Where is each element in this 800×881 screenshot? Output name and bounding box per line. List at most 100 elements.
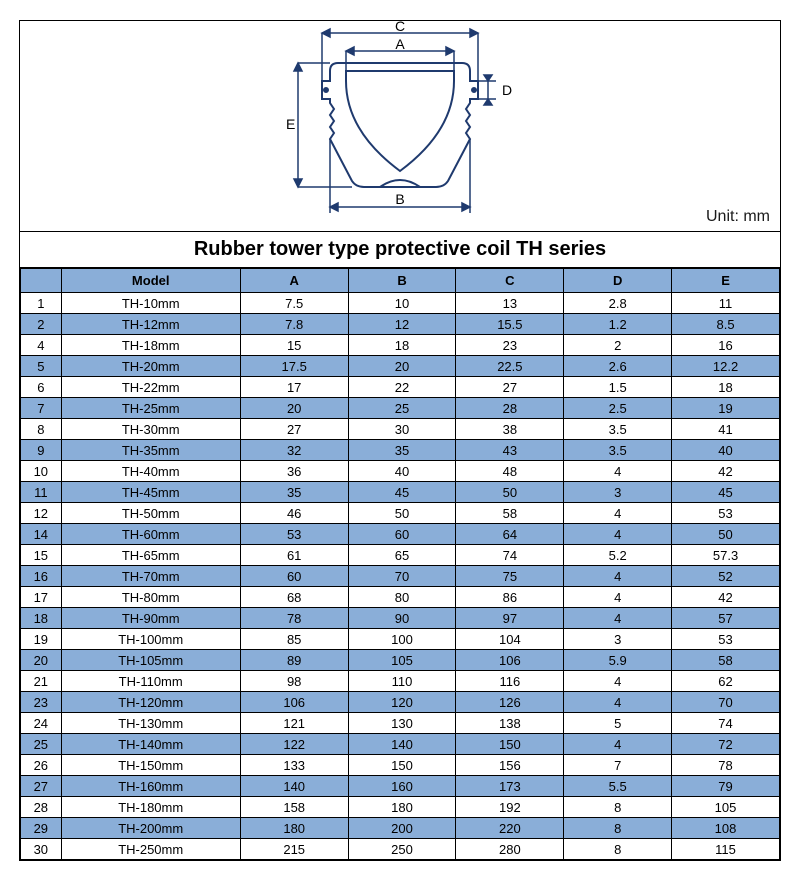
col-header-c: C — [456, 269, 564, 293]
cell-a: 32 — [240, 440, 348, 461]
cell-c: 38 — [456, 419, 564, 440]
cell-b: 105 — [348, 650, 456, 671]
cell-idx: 9 — [21, 440, 62, 461]
cell-b: 65 — [348, 545, 456, 566]
cell-e: 58 — [672, 650, 780, 671]
table-row: 27TH-160mm1401601735.579 — [21, 776, 780, 797]
cell-a: 215 — [240, 839, 348, 860]
cell-c: 64 — [456, 524, 564, 545]
cell-model: TH-40mm — [61, 461, 240, 482]
cell-a: 180 — [240, 818, 348, 839]
cell-b: 110 — [348, 671, 456, 692]
cell-d: 4 — [564, 734, 672, 755]
cell-idx: 16 — [21, 566, 62, 587]
cell-c: 126 — [456, 692, 564, 713]
table-row: 10TH-40mm364048442 — [21, 461, 780, 482]
table-body: 1TH-10mm7.510132.8112TH-12mm7.81215.51.2… — [21, 293, 780, 860]
cell-model: TH-200mm — [61, 818, 240, 839]
table-row: 14TH-60mm536064450 — [21, 524, 780, 545]
cell-e: 19 — [672, 398, 780, 419]
cell-c: 104 — [456, 629, 564, 650]
cell-b: 130 — [348, 713, 456, 734]
table-row: 9TH-35mm3235433.540 — [21, 440, 780, 461]
table-row: 8TH-30mm2730383.541 — [21, 419, 780, 440]
cell-b: 80 — [348, 587, 456, 608]
cell-a: 61 — [240, 545, 348, 566]
cell-c: 58 — [456, 503, 564, 524]
cell-b: 120 — [348, 692, 456, 713]
cell-b: 18 — [348, 335, 456, 356]
cell-c: 116 — [456, 671, 564, 692]
table-row: 6TH-22mm1722271.518 — [21, 377, 780, 398]
cell-model: TH-105mm — [61, 650, 240, 671]
cell-model: TH-70mm — [61, 566, 240, 587]
cell-b: 40 — [348, 461, 456, 482]
cell-idx: 29 — [21, 818, 62, 839]
cell-a: 20 — [240, 398, 348, 419]
table-row: 16TH-70mm607075452 — [21, 566, 780, 587]
cell-idx: 20 — [21, 650, 62, 671]
col-header-model: Model — [61, 269, 240, 293]
cell-model: TH-150mm — [61, 755, 240, 776]
cell-idx: 25 — [21, 734, 62, 755]
cell-c: 97 — [456, 608, 564, 629]
cell-a: 140 — [240, 776, 348, 797]
cell-e: 42 — [672, 587, 780, 608]
cell-a: 15 — [240, 335, 348, 356]
cell-b: 90 — [348, 608, 456, 629]
cell-e: 70 — [672, 692, 780, 713]
dim-label-d: D — [502, 82, 512, 98]
cell-idx: 23 — [21, 692, 62, 713]
cell-b: 200 — [348, 818, 456, 839]
cell-model: TH-65mm — [61, 545, 240, 566]
cell-c: 28 — [456, 398, 564, 419]
cell-b: 50 — [348, 503, 456, 524]
table-row: 26TH-150mm133150156778 — [21, 755, 780, 776]
cell-model: TH-18mm — [61, 335, 240, 356]
cross-section-diagram: C A D — [220, 21, 580, 221]
cell-model: TH-35mm — [61, 440, 240, 461]
table-row: 25TH-140mm122140150472 — [21, 734, 780, 755]
cell-e: 62 — [672, 671, 780, 692]
cell-idx: 2 — [21, 314, 62, 335]
table-row: 29TH-200mm1802002208108 — [21, 818, 780, 839]
cell-e: 8.5 — [672, 314, 780, 335]
cell-model: TH-250mm — [61, 839, 240, 860]
cell-e: 72 — [672, 734, 780, 755]
cell-e: 50 — [672, 524, 780, 545]
cell-e: 57 — [672, 608, 780, 629]
cell-d: 4 — [564, 587, 672, 608]
cell-c: 43 — [456, 440, 564, 461]
cell-a: 35 — [240, 482, 348, 503]
cell-b: 140 — [348, 734, 456, 755]
table-row: 19TH-100mm85100104353 — [21, 629, 780, 650]
cell-a: 7.5 — [240, 293, 348, 314]
cell-e: 78 — [672, 755, 780, 776]
table-row: 15TH-65mm6165745.257.3 — [21, 545, 780, 566]
cell-a: 60 — [240, 566, 348, 587]
cell-e: 16 — [672, 335, 780, 356]
cell-e: 108 — [672, 818, 780, 839]
cell-b: 20 — [348, 356, 456, 377]
cell-model: TH-160mm — [61, 776, 240, 797]
cell-c: 280 — [456, 839, 564, 860]
cell-d: 5.5 — [564, 776, 672, 797]
cell-c: 173 — [456, 776, 564, 797]
cell-idx: 19 — [21, 629, 62, 650]
cell-b: 250 — [348, 839, 456, 860]
table-row: 2TH-12mm7.81215.51.28.5 — [21, 314, 780, 335]
cell-a: 17 — [240, 377, 348, 398]
cell-idx: 14 — [21, 524, 62, 545]
cell-e: 11 — [672, 293, 780, 314]
col-header-b: B — [348, 269, 456, 293]
cell-idx: 15 — [21, 545, 62, 566]
cell-a: 78 — [240, 608, 348, 629]
col-header-e: E — [672, 269, 780, 293]
cell-c: 23 — [456, 335, 564, 356]
cell-d: 3.5 — [564, 440, 672, 461]
table-row: 7TH-25mm2025282.519 — [21, 398, 780, 419]
cell-a: 89 — [240, 650, 348, 671]
cell-c: 50 — [456, 482, 564, 503]
cell-idx: 17 — [21, 587, 62, 608]
cell-idx: 1 — [21, 293, 62, 314]
